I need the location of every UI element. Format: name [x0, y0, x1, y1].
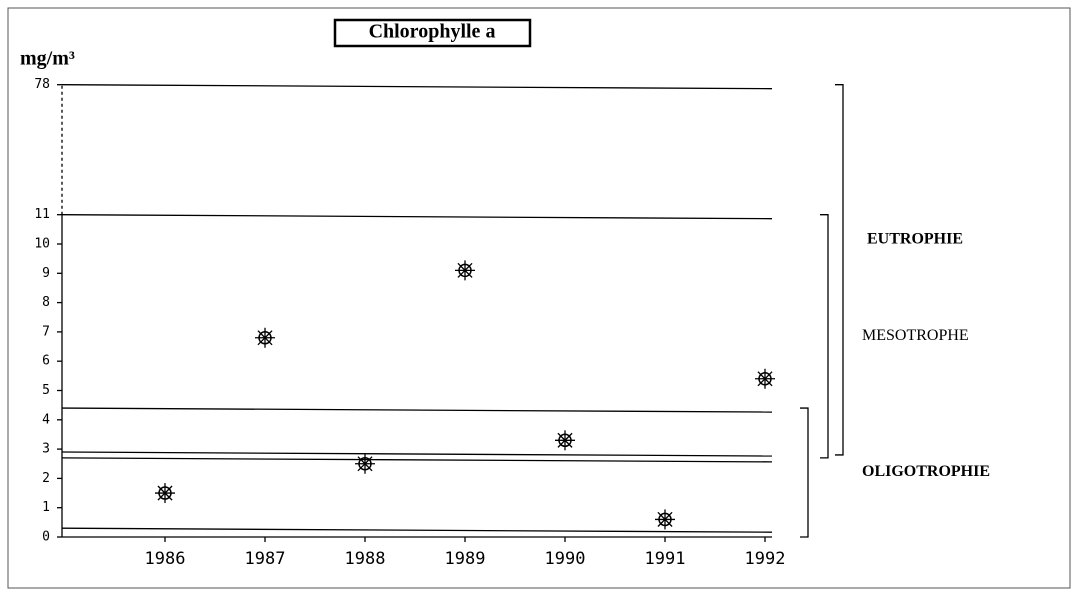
x-tick-label: 1991	[645, 549, 686, 569]
point	[455, 260, 475, 281]
point	[355, 453, 375, 474]
zone-bracket	[820, 214, 829, 459]
y-tick-label: 7	[42, 324, 50, 339]
threshold-line	[61, 451, 773, 457]
point-spoke	[757, 371, 773, 387]
x-tick-label: 1989	[445, 549, 486, 569]
x-tick-label: 1988	[345, 549, 386, 569]
zone-bracket	[835, 84, 844, 456]
point	[155, 483, 175, 504]
y-tick-label: 78	[34, 77, 50, 92]
point-spoke	[257, 330, 273, 346]
point-spoke	[457, 262, 473, 278]
y-tick-label: 4	[42, 412, 50, 427]
chart-title: Chlorophylle a	[369, 21, 496, 43]
threshold-line	[61, 407, 773, 413]
frame	[7, 7, 1071, 589]
point	[755, 368, 775, 389]
point-spoke	[557, 432, 573, 448]
y-axis-label: mg/m³	[20, 48, 75, 70]
y-tick-label: 10	[34, 237, 50, 252]
threshold-line	[61, 527, 773, 533]
y-tick-label: 2	[42, 471, 50, 486]
y-tick-label: 1	[42, 500, 50, 515]
zone-label: OLIGOTROPHIE	[862, 463, 990, 480]
point	[555, 430, 575, 451]
y-tick-label: 0	[42, 530, 50, 545]
y-tick-label: 8	[42, 295, 50, 310]
y-tick-label: 6	[42, 354, 50, 369]
x-tick-label: 1987	[245, 549, 286, 569]
zone-label: MESOTROPHE	[862, 327, 969, 344]
point-spoke	[357, 456, 373, 472]
threshold-line	[61, 457, 773, 463]
threshold-line	[61, 84, 773, 90]
point-spoke	[157, 485, 173, 501]
title-box	[333, 18, 532, 48]
zone-bracket	[800, 407, 809, 538]
x-tick-label: 1990	[545, 549, 586, 569]
y-tick-label: 3	[42, 442, 50, 457]
point	[655, 509, 675, 530]
point-spoke	[657, 511, 673, 527]
x-tick-label: 1992	[745, 549, 786, 569]
x-tick-label: 1986	[145, 549, 186, 569]
zone-label: EUTROPHIE	[867, 231, 963, 248]
point	[255, 327, 275, 348]
threshold-line	[61, 214, 773, 220]
y-tick-label: 5	[42, 383, 50, 398]
y-tick-label: 9	[42, 266, 50, 281]
y-tick-label: 11	[34, 207, 50, 222]
